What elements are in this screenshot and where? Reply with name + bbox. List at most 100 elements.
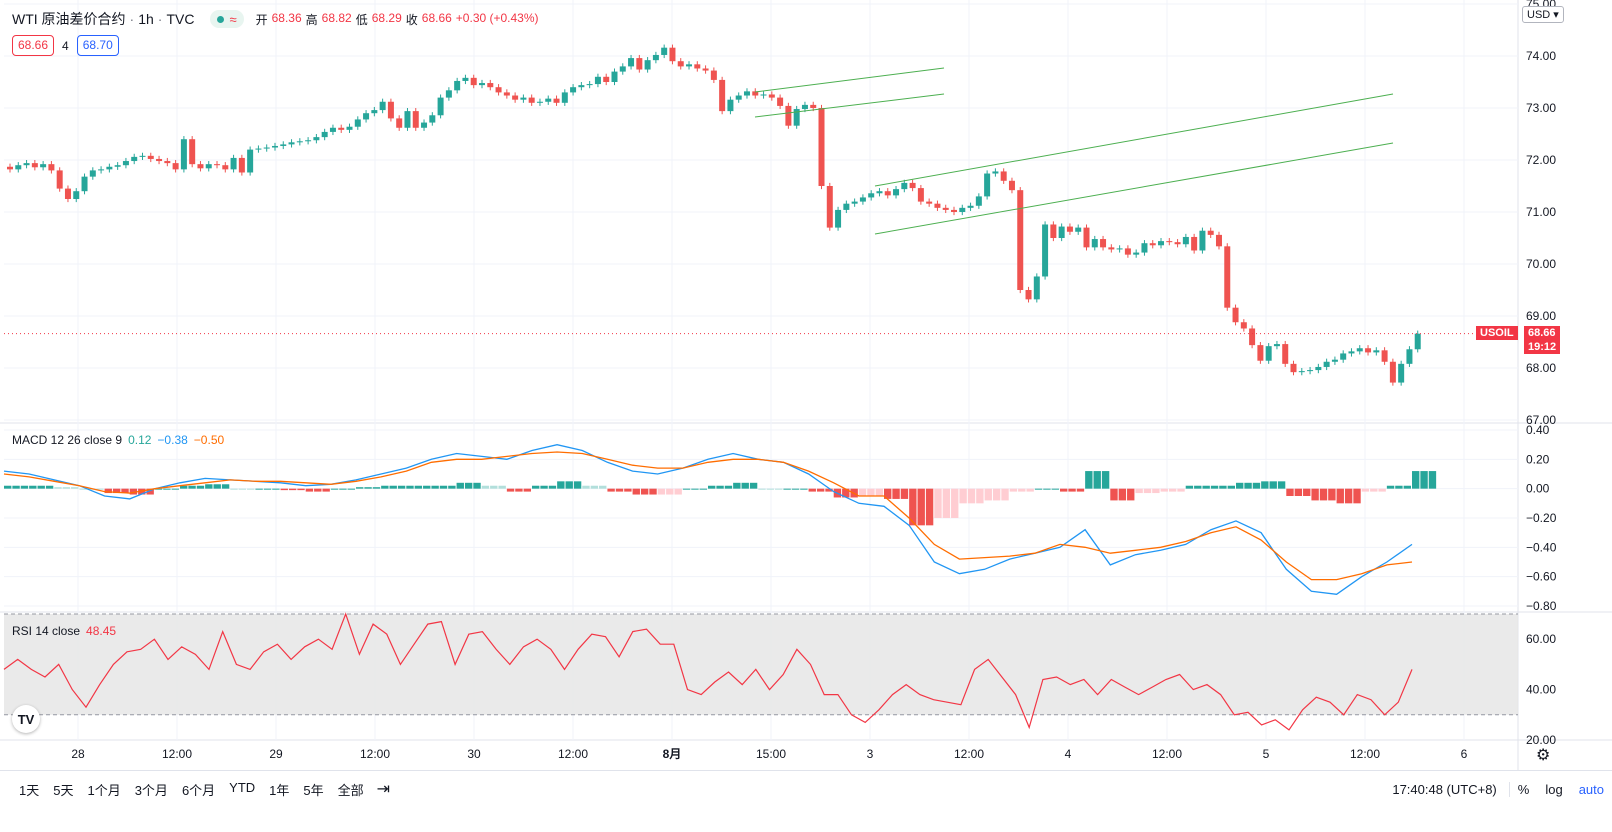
sell-price-button[interactable]: 68.66 [12,35,55,56]
candle-body [710,70,717,80]
macd-histogram-bar [356,487,364,489]
buy-price-button[interactable]: 68.70 [76,35,119,56]
candle-body [139,155,146,157]
range-button[interactable]: 6个月 [181,782,216,798]
macd-histogram-bar [406,485,414,489]
macd-histogram-bar [758,488,766,490]
candle-body [909,182,916,189]
macd-histogram-bar [1328,488,1336,501]
macd-histogram-bar [976,488,984,504]
macd-line [3,444,1413,595]
candle-body [48,164,55,171]
candle-body [222,165,229,170]
macd-histogram-bar [582,485,590,489]
range-button[interactable]: 1年 [269,782,290,798]
macd-histogram-bar [347,488,355,490]
interval-label[interactable]: 1h [138,11,154,27]
macd-histogram-bar [565,481,573,489]
time-tick-label: 5 [1263,747,1270,761]
macd-histogram-bar [1101,471,1110,489]
settings-gear-icon[interactable]: ⚙ [1536,747,1551,764]
candle-body [1000,171,1007,181]
percent-toggle[interactable]: % [1517,781,1530,797]
candle-body [31,163,38,168]
candle-body [1282,344,1289,364]
rsi-tick-label: 20.00 [1526,733,1556,747]
macd-tick-label: −0.60 [1526,570,1557,584]
auto-scale-toggle[interactable]: auto [1578,781,1604,797]
range-button[interactable]: 5年 [303,782,324,798]
macd-histogram-bar [708,485,716,489]
candle-body [64,188,71,199]
market-status-pill[interactable]: ≈ [210,10,244,28]
macd-histogram-bar [1378,488,1386,492]
candle-body [371,110,378,114]
currency-selector[interactable]: USD ▾ [1522,6,1564,23]
macd-tick-label: −0.20 [1526,511,1557,525]
macd-histogram-bar [255,488,263,490]
trend-channel-line [754,93,945,118]
time-tick-label: 8月 [663,747,682,761]
macd-histogram-bar [1311,488,1319,501]
candle-body [1348,351,1355,354]
macd-histogram-bar [523,488,531,492]
range-button[interactable]: 全部 [337,782,364,798]
macd-histogram-bar [1219,485,1227,489]
candle-body [205,164,212,169]
rsi-legend[interactable]: RSI 14 close 48.45 [12,624,116,638]
range-button[interactable]: 3个月 [134,782,168,798]
macd-histogram-bar [314,488,322,492]
macd-histogram-bar [1177,488,1185,492]
macd-histogram-bar [691,488,699,490]
candle-body [238,157,245,173]
macd-signal-line [3,451,1413,581]
macd-histogram-bar [842,488,850,498]
macd-histogram-bar [104,488,112,494]
range-button[interactable]: YTD [229,779,256,795]
range-button[interactable]: 5天 [53,782,74,798]
candle-body [1232,307,1239,323]
candle-body [470,77,477,86]
macd-histogram-bar [1412,471,1420,489]
candle-body [719,79,726,112]
candle-body [1116,248,1123,250]
candle-body [1091,239,1098,248]
macd-histogram-bar [640,488,649,495]
price-tick-label: 67.00 [1526,413,1556,427]
macd-histogram-bar [666,488,674,495]
macd-legend[interactable]: MACD 12 26 close 9 0.12 −0.38 −0.50 [12,433,224,447]
candle-body [951,209,957,212]
candle-body [81,176,88,192]
macd-histogram-bar [548,485,557,489]
candle-body [230,157,237,170]
candle-body [338,127,345,130]
macd-histogram-bar [1403,485,1411,489]
range-button[interactable]: 1个月 [87,782,121,798]
rsi-band-fill [4,614,1518,715]
candle-body [1133,252,1140,255]
clock-readout[interactable]: 17:40:48 (UTC+8) [1380,781,1510,797]
candle-body [686,64,693,67]
symbol-name[interactable]: WTI 原油差价合约 [12,11,126,27]
candle-body [296,141,303,143]
macd-histogram-bar [423,485,431,489]
range-button[interactable]: 1天 [19,782,40,798]
macd-histogram-bar [515,488,523,492]
candle-body [984,173,991,197]
log-toggle[interactable]: log [1545,781,1563,797]
macd-histogram-bar [967,488,976,504]
candle-body [793,109,800,126]
tradingview-logo-icon[interactable]: TV [12,705,40,733]
macd-histogram-bar [892,488,900,499]
macd-histogram-bar [1009,488,1018,492]
candle-body [412,111,419,128]
macd-histogram-bar [1336,488,1344,504]
goto-date-icon[interactable]: ⇥ [376,781,391,798]
open-label: 开 [255,12,268,27]
macd-histogram-bar [37,485,45,489]
rsi-tick-label: 60.00 [1526,632,1556,646]
countdown-tag: 19:12 [1524,340,1561,354]
candle-body [1224,246,1231,308]
macd-histogram-bar [1143,488,1152,494]
